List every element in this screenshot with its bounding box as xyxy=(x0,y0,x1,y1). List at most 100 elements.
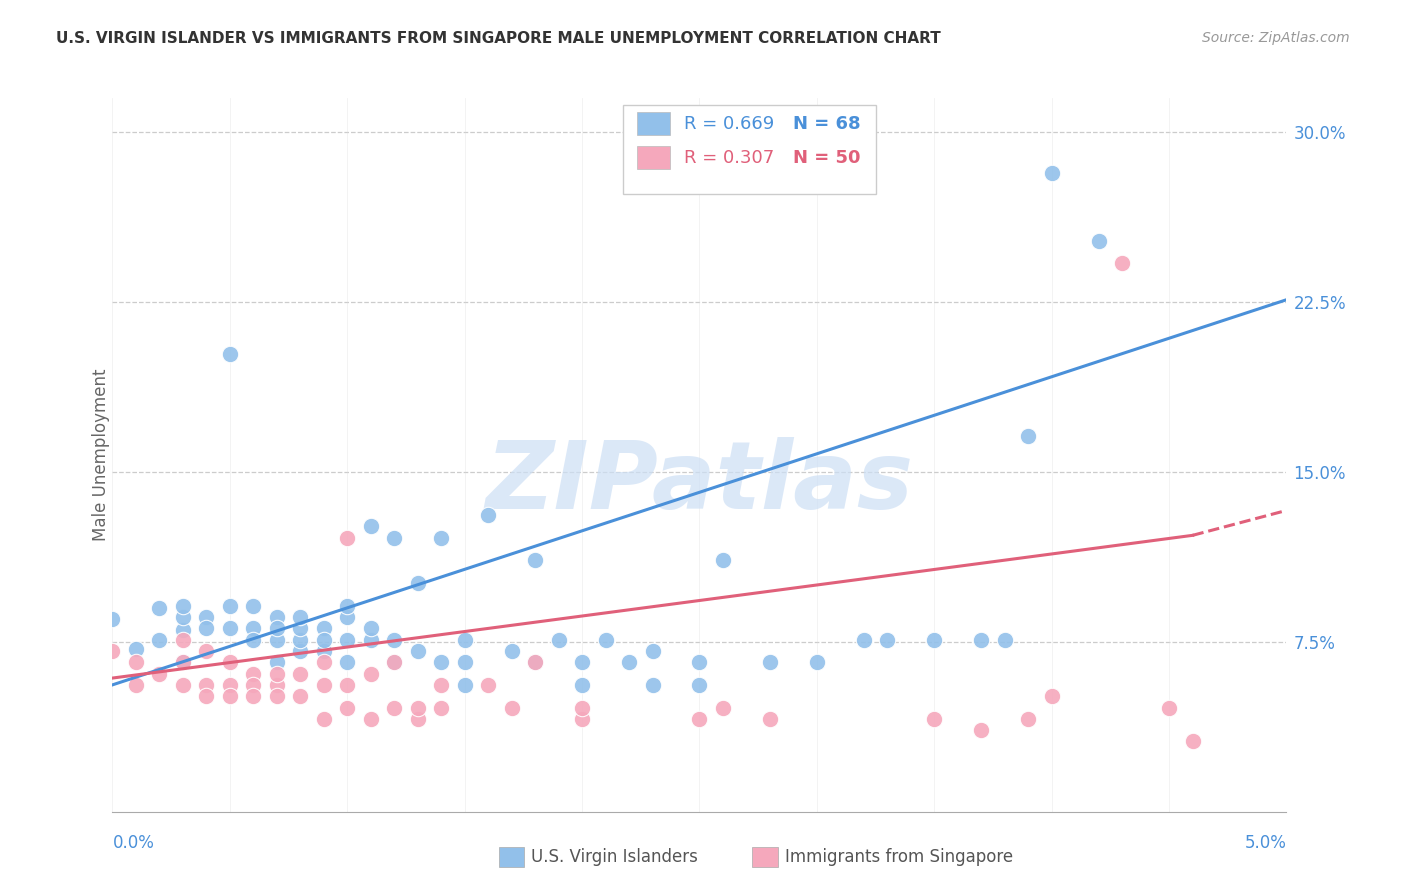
Point xyxy=(195,610,218,624)
Point xyxy=(1111,256,1133,270)
Point xyxy=(266,610,288,624)
Bar xyxy=(637,145,671,169)
Point xyxy=(242,678,264,692)
Point xyxy=(406,644,429,658)
Point xyxy=(242,632,264,647)
Text: U.S. Virgin Islanders: U.S. Virgin Islanders xyxy=(531,848,699,866)
Text: ZIPatlas: ZIPatlas xyxy=(485,437,914,530)
Point xyxy=(312,621,335,635)
Point xyxy=(336,655,359,669)
Text: N = 68: N = 68 xyxy=(793,115,860,133)
Point xyxy=(360,621,382,635)
Point xyxy=(290,621,312,635)
Point xyxy=(218,689,242,703)
Point xyxy=(382,531,405,545)
Point xyxy=(382,655,405,669)
Point xyxy=(970,632,993,647)
Point xyxy=(501,700,523,714)
Text: U.S. VIRGIN ISLANDER VS IMMIGRANTS FROM SINGAPORE MALE UNEMPLOYMENT CORRELATION : U.S. VIRGIN ISLANDER VS IMMIGRANTS FROM … xyxy=(56,31,941,46)
Point xyxy=(101,612,124,626)
Point xyxy=(1159,700,1181,714)
Point xyxy=(266,632,288,647)
Point xyxy=(172,632,194,647)
Point xyxy=(360,712,382,726)
Point xyxy=(360,666,382,681)
Point xyxy=(336,610,359,624)
Point xyxy=(242,689,264,703)
Point xyxy=(453,632,475,647)
Point xyxy=(290,689,312,703)
Point xyxy=(571,655,593,669)
Point xyxy=(148,600,170,615)
Point xyxy=(617,655,640,669)
Point xyxy=(477,508,499,522)
Point xyxy=(290,632,312,647)
Point xyxy=(312,712,335,726)
Point xyxy=(242,599,264,613)
Point xyxy=(195,689,218,703)
Point xyxy=(195,644,218,658)
Point xyxy=(172,655,194,669)
Point xyxy=(266,689,288,703)
Point xyxy=(759,655,782,669)
Point xyxy=(453,655,475,669)
Point xyxy=(360,632,382,647)
Point xyxy=(571,712,593,726)
Point xyxy=(172,678,194,692)
Point xyxy=(172,624,194,638)
Point xyxy=(218,347,242,361)
Point xyxy=(852,632,875,647)
Point xyxy=(336,632,359,647)
Point xyxy=(1040,689,1063,703)
Point xyxy=(312,632,335,647)
Point xyxy=(195,678,218,692)
Point xyxy=(547,632,569,647)
Point xyxy=(1181,734,1204,748)
Point xyxy=(242,621,264,635)
Point xyxy=(266,621,288,635)
Y-axis label: Male Unemployment: Male Unemployment xyxy=(93,368,110,541)
Text: R = 0.307: R = 0.307 xyxy=(685,149,775,167)
Point xyxy=(689,655,711,669)
Point xyxy=(382,655,405,669)
Point xyxy=(806,655,828,669)
Point xyxy=(430,655,453,669)
Point xyxy=(711,553,734,567)
Point xyxy=(125,678,148,692)
Point xyxy=(336,678,359,692)
Point xyxy=(101,644,124,658)
Point xyxy=(924,712,946,726)
Point xyxy=(290,666,312,681)
Point xyxy=(312,678,335,692)
Point xyxy=(312,655,335,669)
Point xyxy=(524,553,547,567)
Point xyxy=(406,700,429,714)
Point xyxy=(641,644,664,658)
Point xyxy=(1017,428,1039,442)
Point xyxy=(430,700,453,714)
Point xyxy=(172,599,194,613)
Point xyxy=(195,621,218,635)
Point xyxy=(924,632,946,647)
Point xyxy=(218,678,242,692)
Point xyxy=(406,575,429,590)
Point xyxy=(430,678,453,692)
Point xyxy=(689,678,711,692)
Text: Immigrants from Singapore: Immigrants from Singapore xyxy=(785,848,1012,866)
Point xyxy=(1017,712,1039,726)
Point xyxy=(266,666,288,681)
Point xyxy=(1087,234,1109,248)
Point xyxy=(477,678,499,692)
Point xyxy=(711,700,734,714)
Point xyxy=(125,641,148,656)
Point xyxy=(689,712,711,726)
Point xyxy=(994,632,1017,647)
Point xyxy=(312,644,335,658)
Point xyxy=(595,632,617,647)
Point xyxy=(148,632,170,647)
Point xyxy=(524,655,547,669)
Point xyxy=(218,655,242,669)
Point xyxy=(360,519,382,533)
Point xyxy=(453,678,475,692)
Point xyxy=(218,599,242,613)
